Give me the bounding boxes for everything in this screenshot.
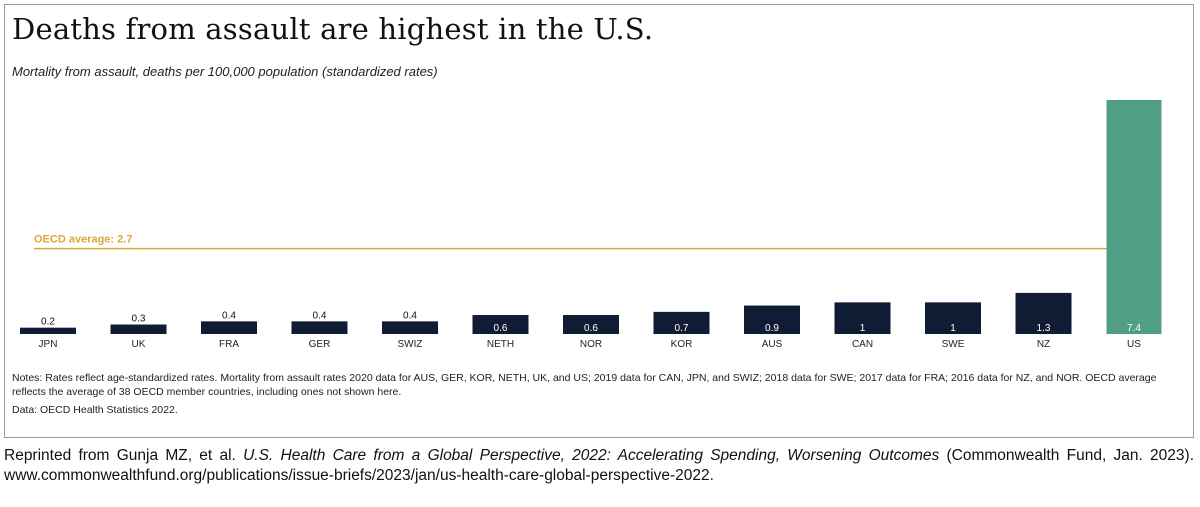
- bar-can: [834, 302, 891, 334]
- bar-swe: [925, 302, 981, 334]
- bar-jpn: [20, 327, 76, 334]
- chart-subtitle: Mortality from assault, deaths per 100,0…: [12, 64, 438, 79]
- value-label-ger: 0.4: [313, 310, 327, 321]
- bar-ger: [291, 321, 348, 334]
- value-label-nor: 0.6: [584, 323, 598, 334]
- value-label-nz: 1.3: [1037, 323, 1051, 334]
- value-label-swiz: 0.4: [403, 310, 417, 321]
- category-label-swe: SWE: [942, 339, 965, 350]
- bar-fra: [201, 321, 257, 334]
- value-label-jpn: 0.2: [41, 317, 55, 328]
- value-label-swe: 1: [950, 323, 956, 334]
- credit-prefix: Reprinted from Gunja MZ, et al.: [4, 447, 244, 464]
- category-label-fra: FRA: [219, 339, 239, 350]
- value-label-us: 7.4: [1127, 323, 1141, 334]
- value-label-uk: 0.3: [132, 314, 146, 325]
- value-label-kor: 0.7: [675, 323, 689, 334]
- category-label-uk: UK: [132, 339, 146, 350]
- category-label-neth: NETH: [487, 339, 514, 350]
- bar-aus: [744, 305, 800, 334]
- bar-swiz: [382, 321, 438, 334]
- bar-nor: [563, 315, 619, 334]
- bar-nz: [1015, 292, 1072, 334]
- bar-uk: [110, 324, 167, 334]
- chart-notes: Notes: Rates reflect age-standardized ra…: [12, 372, 1157, 398]
- category-label-ger: GER: [309, 339, 331, 350]
- value-label-can: 1: [860, 323, 866, 334]
- category-label-jpn: JPN: [39, 339, 58, 350]
- chart-title: Deaths from assault are highest in the U…: [12, 12, 654, 46]
- category-label-kor: KOR: [671, 339, 693, 350]
- oecd-average-label: OECD average: 2.7: [34, 234, 132, 246]
- bar-us: [1106, 100, 1162, 334]
- credit-title: U.S. Health Care from a Global Perspecti…: [243, 447, 940, 464]
- bar-kor: [653, 311, 710, 334]
- reprint-credit: Reprinted from Gunja MZ, et al. U.S. Hea…: [4, 446, 1194, 486]
- credit-suffix: (Commonwealth Fund, Jan. 2023). www.comm…: [4, 447, 1195, 484]
- bar-neth: [472, 315, 529, 334]
- category-label-can: CAN: [852, 339, 873, 350]
- category-label-nor: NOR: [580, 339, 602, 350]
- category-label-swiz: SWIZ: [398, 339, 423, 350]
- category-label-aus: AUS: [762, 339, 783, 350]
- category-label-us: US: [1127, 339, 1141, 350]
- chart-source: Data: OECD Health Statistics 2022.: [12, 404, 178, 416]
- value-label-aus: 0.9: [765, 323, 779, 334]
- value-label-fra: 0.4: [222, 310, 236, 321]
- chart-frame: [4, 4, 1194, 438]
- category-label-nz: NZ: [1037, 339, 1050, 350]
- value-label-neth: 0.6: [494, 323, 508, 334]
- bar-chart: OECD average: 2.7 0.2 JPN 0.3 UK 0.4 FRA 0.4 GER…: [20, 100, 1162, 350]
